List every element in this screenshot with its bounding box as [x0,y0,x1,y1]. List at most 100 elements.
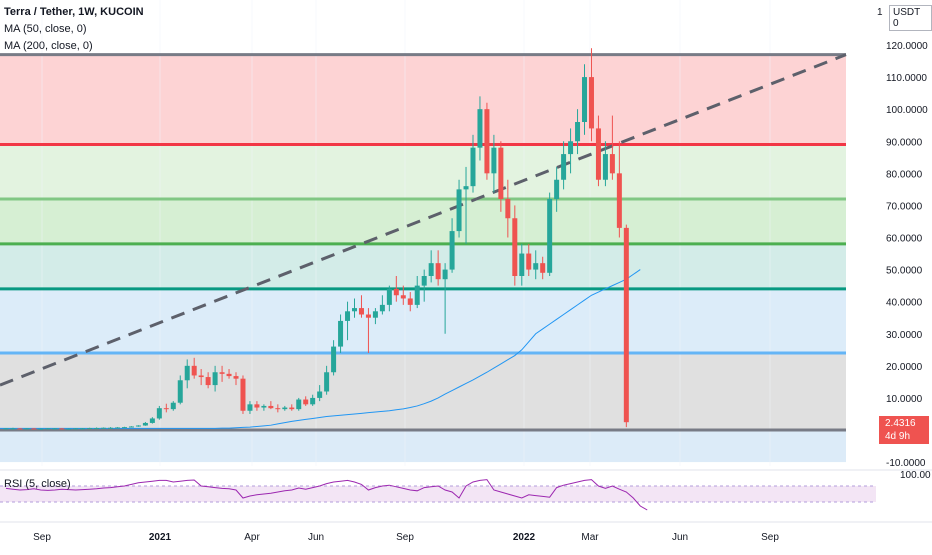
candle-body [149,418,155,423]
candle-body [379,304,385,312]
candle-body [324,372,330,392]
candle [498,141,504,212]
candle-body [547,199,553,273]
candle [142,421,148,426]
fib-zones [0,54,846,463]
rsi-pane[interactable]: 100.00 [0,469,932,511]
candle [10,427,16,430]
candle-body [59,428,65,430]
candle [198,369,204,386]
candle [73,428,79,430]
legend-ma200[interactable]: MA (200, close, 0) [4,40,93,52]
candle [582,64,588,135]
price-tick-label: 80.0000 [886,169,923,180]
trendline[interactable] [0,53,847,387]
candle [310,394,316,406]
candle-body [498,147,504,199]
candle-body [372,311,378,318]
candle [623,224,629,428]
price-tick-label: 50.0000 [886,266,923,277]
legend-title[interactable]: Terra / Tether, 1W, KUCOIN [4,6,144,18]
candle [519,243,525,286]
candle [442,263,448,334]
candle-body [540,263,546,273]
candle-body [303,399,309,405]
rsi-top-tick: 100.00 [900,470,931,481]
candle-body [191,365,197,376]
candle [275,404,281,413]
candle [184,359,190,389]
candle-body [358,308,364,315]
candle-body [142,422,148,426]
axis-unit-label: USDT [893,7,921,18]
candle [393,276,399,302]
candle [547,192,553,276]
candle [17,428,23,430]
price-tick-label: 30.0000 [886,330,923,341]
candle-body [17,428,23,430]
candle [470,134,476,193]
ma50-line [0,269,641,429]
candle-body [205,377,211,386]
candle-body [31,428,37,430]
candle [352,298,357,318]
candle-body [463,186,469,190]
time-tick-label: 2022 [513,532,536,543]
candle-body [365,314,371,318]
candle [345,301,351,341]
candle [435,250,441,286]
candle-body [477,109,483,148]
candle [24,428,30,430]
candle-body [575,122,581,142]
candle-body [198,375,204,378]
candle-body [533,263,539,270]
fib-zone [0,430,846,463]
candle-body [45,428,51,430]
ma-lines [0,269,641,429]
candle-body [212,372,218,386]
legend-ma50[interactable]: MA (50, close, 0) [4,23,87,35]
candle [554,166,560,212]
candle [170,401,176,411]
candle [609,115,615,180]
candle [219,365,225,382]
candle-body [568,141,574,155]
price-tick-label: 60.0000 [886,234,923,245]
candle [115,427,121,429]
candle-body [386,288,392,305]
candle [261,404,267,411]
fib-levels [0,53,846,432]
rsi-legend[interactable]: RSI (5, close) [4,478,71,490]
candle-body [505,199,511,219]
time-tick-label: 2021 [149,532,172,543]
candle-body [108,427,114,429]
candle [149,417,155,424]
candle-body [115,427,121,429]
candle [268,401,274,410]
candle-body [393,288,399,296]
candle [588,48,594,142]
price-tick-label: -10.0000 [886,458,926,469]
candle-body [24,428,30,430]
candle-body [310,397,316,405]
axis-unit-button[interactable]: USDT 0 [889,5,932,31]
candle-body [135,425,141,427]
bar-countdown: 4d 9h [885,431,911,442]
candle-body [526,253,532,270]
candle-body [554,179,560,199]
candle-body [400,295,406,299]
time-axis[interactable]: Sep 2021 Apr Jun Sep 2022 Mar Jun Sep [0,521,932,543]
candle [512,205,518,286]
candle-body [484,109,490,174]
candle [358,295,364,318]
candle [52,428,58,430]
candle-body [101,427,107,429]
candle [121,426,127,429]
candle [379,295,385,315]
price-axis[interactable]: 120.0000110.0000100.000090.000080.000070… [847,0,932,550]
candle [575,109,581,155]
candle-body [331,346,337,373]
candle-body [470,147,476,187]
